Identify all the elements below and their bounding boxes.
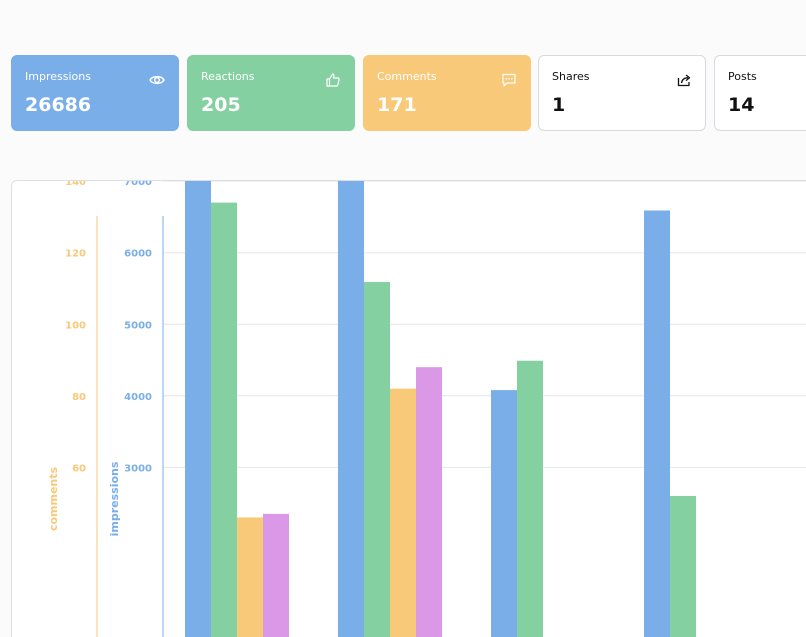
comments-value: 171 bbox=[377, 94, 417, 116]
impressions-card[interactable]: Impressions 26686 bbox=[11, 55, 179, 131]
comments-tick-label: 80 bbox=[72, 392, 86, 403]
comments-label: Comments bbox=[377, 70, 437, 83]
chart-bar bbox=[237, 517, 263, 637]
eye-icon bbox=[149, 75, 165, 85]
impressions-tick-label: 5000 bbox=[124, 320, 152, 331]
shares-value: 1 bbox=[552, 94, 566, 116]
impressions-tick-label: 4000 bbox=[124, 392, 152, 403]
comments-tick-label: 140 bbox=[65, 181, 86, 188]
engagement-chart: 3000400050006000700080006080100120140160… bbox=[47, 181, 806, 637]
reactions-label: Reactions bbox=[201, 70, 255, 83]
comments-tick-label: 120 bbox=[65, 249, 86, 260]
share-icon bbox=[677, 74, 691, 87]
chart-bar bbox=[416, 367, 442, 637]
impressions-value: 26686 bbox=[25, 94, 92, 116]
posts-label: Posts bbox=[728, 70, 757, 83]
chart-bar bbox=[517, 360, 543, 637]
impressions-tick-label: 3000 bbox=[124, 463, 152, 474]
posts-value: 14 bbox=[728, 94, 755, 116]
impressions-tick-label: 6000 bbox=[124, 249, 152, 260]
shares-label: Shares bbox=[552, 70, 590, 83]
chart-bar bbox=[364, 282, 390, 637]
chart-panel: 3000400050006000700080006080100120140160… bbox=[11, 180, 806, 637]
thumbs-up-icon bbox=[326, 73, 340, 87]
comments-axis-title: comments bbox=[47, 467, 60, 532]
impressions-label: Impressions bbox=[25, 70, 91, 83]
comment-icon bbox=[502, 73, 516, 87]
reactions-card[interactable]: Reactions 205 bbox=[187, 55, 355, 131]
chart-bar bbox=[338, 181, 364, 637]
shares-card[interactable]: Shares 1 bbox=[538, 55, 706, 131]
chart-bar bbox=[670, 495, 696, 637]
chart-bar bbox=[211, 202, 237, 637]
comments-card[interactable]: Comments 171 bbox=[363, 55, 531, 131]
chart-bar bbox=[390, 388, 416, 637]
comments-tick-label: 100 bbox=[65, 320, 86, 331]
reactions-value: 205 bbox=[201, 94, 241, 116]
chart-bar bbox=[185, 181, 211, 637]
impressions-axis-title: impressions bbox=[108, 461, 121, 536]
posts-card[interactable]: Posts 14 bbox=[714, 55, 806, 131]
impressions-tick-label: 7000 bbox=[124, 181, 152, 188]
chart-bar bbox=[644, 210, 670, 637]
chart-bar bbox=[263, 513, 289, 637]
comments-tick-label: 60 bbox=[72, 463, 86, 474]
chart-bar bbox=[491, 390, 517, 637]
